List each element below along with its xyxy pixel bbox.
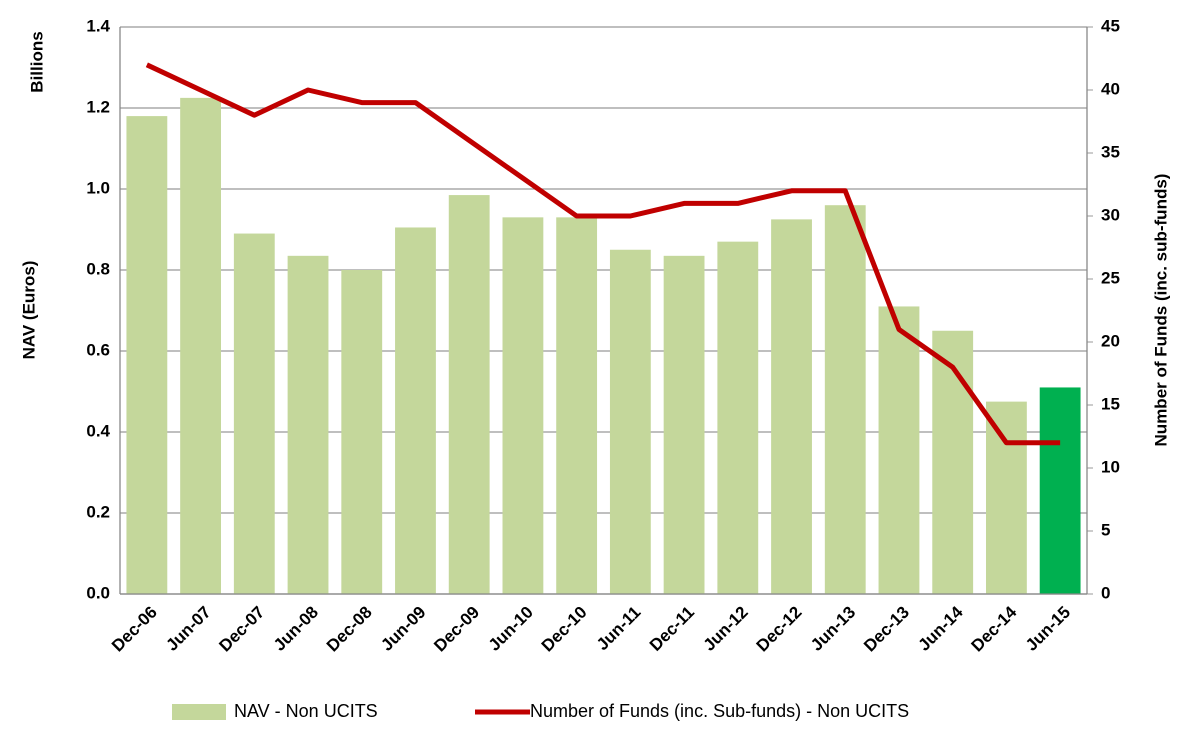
x-tick-label: Dec-09: [430, 603, 483, 656]
bar: [663, 255, 705, 594]
x-tick-label: Dec-12: [753, 603, 806, 656]
bar: [824, 205, 866, 594]
y2-tick-label: 25: [1101, 268, 1120, 287]
bar: [502, 217, 544, 594]
x-tick-label: Jun-11: [593, 603, 645, 655]
y-axis-title: NAV (Euros): [19, 261, 38, 360]
bar: [878, 306, 920, 594]
y2-tick-label: 40: [1101, 79, 1120, 98]
x-tick-label: Dec-13: [860, 603, 913, 656]
y-tick-label: 0.2: [86, 502, 110, 521]
y-tick-label: 1.4: [86, 16, 110, 35]
y2-tick-label: 45: [1101, 16, 1120, 35]
legend-label: NAV - Non UCITS: [234, 701, 378, 721]
x-tick-label: Dec-10: [538, 603, 591, 656]
legend-label: Number of Funds (inc. Sub-funds) - Non U…: [530, 701, 909, 721]
legend-swatch: [172, 704, 226, 720]
y-tick-label: 1.0: [86, 178, 110, 197]
x-tick-label: Jun-08: [270, 603, 322, 655]
x-tick-label: Jun-07: [162, 603, 214, 655]
x-tick-label: Dec-07: [215, 603, 268, 656]
x-tick-label: Jun-14: [915, 602, 968, 655]
line: [145, 62, 1061, 446]
bar: [448, 195, 490, 594]
bar: [233, 233, 275, 595]
y2-tick-label: 15: [1101, 394, 1120, 413]
y-tick-label: 0.4: [86, 421, 110, 440]
bar: [556, 217, 598, 594]
x-tick-label: Dec-14: [968, 602, 1021, 655]
y2-tick-label: 35: [1101, 142, 1120, 161]
x-tick-label: Jun-12: [700, 603, 752, 655]
bar: [771, 219, 812, 594]
bar: [986, 401, 1027, 594]
y2-tick-label: 0: [1101, 583, 1110, 602]
x-tick-label: Dec-06: [108, 603, 161, 656]
unit-label: Billions: [27, 31, 46, 92]
bar: [395, 227, 436, 594]
y2-tick-label: 20: [1101, 331, 1120, 350]
bar: [126, 116, 168, 594]
y2-tick-label: 30: [1101, 205, 1120, 224]
bar: [341, 270, 383, 594]
bar: [717, 241, 759, 594]
x-tick-label: Dec-08: [323, 603, 376, 656]
bar: [1039, 387, 1081, 594]
y-tick-label: 0.0: [86, 583, 110, 602]
bar: [287, 255, 329, 594]
bar: [932, 330, 974, 594]
bar: [180, 97, 221, 594]
y-tick-label: 1.2: [86, 97, 110, 116]
x-tick-label: Jun-10: [485, 603, 537, 655]
y2-tick-label: 10: [1101, 457, 1120, 476]
y2-axis-title: Number of Funds (inc. sub-funds): [1151, 174, 1170, 447]
bar: [609, 249, 651, 594]
x-tick-label: Dec-11: [646, 603, 698, 655]
y-tick-label: 0.6: [86, 340, 110, 359]
x-tick-label: Jun-15: [1022, 603, 1074, 655]
x-tick-label: Jun-13: [807, 603, 859, 655]
x-tick-label: Jun-09: [377, 603, 429, 655]
y2-tick-label: 5: [1101, 520, 1110, 539]
y-tick-label: 0.8: [86, 259, 110, 278]
